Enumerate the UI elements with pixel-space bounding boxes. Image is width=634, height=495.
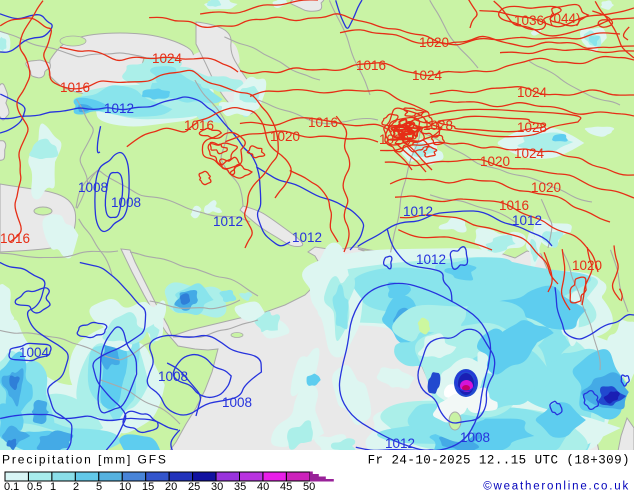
- svg-text:50: 50: [303, 481, 315, 490]
- svg-text:1012: 1012: [292, 230, 322, 245]
- svg-text:1012: 1012: [512, 213, 542, 228]
- svg-text:1016: 1016: [499, 198, 529, 213]
- svg-text:10: 10: [119, 481, 131, 490]
- svg-text:1016: 1016: [184, 118, 214, 133]
- svg-text:1020: 1020: [379, 132, 409, 147]
- svg-text:Fr 24-10-2025 12..15 UTC (18+3: Fr 24-10-2025 12..15 UTC (18+309): [368, 454, 630, 468]
- svg-text:1016: 1016: [356, 58, 386, 73]
- svg-text:1008: 1008: [460, 430, 490, 445]
- svg-text:1024: 1024: [514, 146, 545, 161]
- svg-text:0.5: 0.5: [27, 481, 42, 490]
- svg-text:1016: 1016: [0, 231, 30, 246]
- svg-text:40: 40: [257, 481, 269, 490]
- svg-text:1020: 1020: [270, 129, 300, 144]
- svg-text:20: 20: [165, 481, 177, 490]
- svg-text:5: 5: [96, 481, 102, 490]
- svg-text:45: 45: [280, 481, 292, 490]
- svg-text:1: 1: [50, 481, 56, 490]
- svg-text:30: 30: [211, 481, 223, 490]
- svg-text:1028: 1028: [423, 118, 453, 133]
- svg-text:1012: 1012: [403, 204, 433, 219]
- svg-text:1024: 1024: [412, 68, 443, 83]
- svg-text:1012: 1012: [104, 101, 134, 116]
- svg-text:1036: 1036: [514, 13, 544, 28]
- svg-text:1008: 1008: [111, 195, 141, 210]
- svg-text:0.1: 0.1: [4, 481, 19, 490]
- svg-text:1012: 1012: [385, 436, 415, 451]
- svg-text:35: 35: [234, 481, 246, 490]
- svg-text:1020: 1020: [419, 35, 449, 50]
- svg-text:Precipitation [mm] GFS: Precipitation [mm] GFS: [2, 453, 168, 467]
- svg-text:©weatheronline.co.uk: ©weatheronline.co.uk: [483, 481, 630, 491]
- svg-text:25: 25: [188, 481, 200, 490]
- svg-text:1024: 1024: [152, 51, 183, 66]
- svg-text:1004: 1004: [19, 345, 50, 360]
- svg-text:1012: 1012: [416, 252, 446, 267]
- svg-text:1016: 1016: [308, 115, 338, 130]
- svg-text:1020: 1020: [531, 180, 561, 195]
- svg-text:1020: 1020: [480, 154, 510, 169]
- svg-text:1008: 1008: [158, 369, 188, 384]
- svg-text:1016: 1016: [60, 80, 90, 95]
- svg-text:1024: 1024: [517, 85, 548, 100]
- svg-text:1012: 1012: [213, 214, 243, 229]
- svg-text:1008: 1008: [78, 180, 108, 195]
- svg-text:2: 2: [73, 481, 79, 490]
- svg-text:(044): (044): [549, 11, 581, 26]
- svg-text:15: 15: [142, 481, 154, 490]
- svg-text:1028: 1028: [517, 120, 547, 135]
- svg-text:1008: 1008: [222, 395, 252, 410]
- svg-text:1020: 1020: [572, 258, 602, 273]
